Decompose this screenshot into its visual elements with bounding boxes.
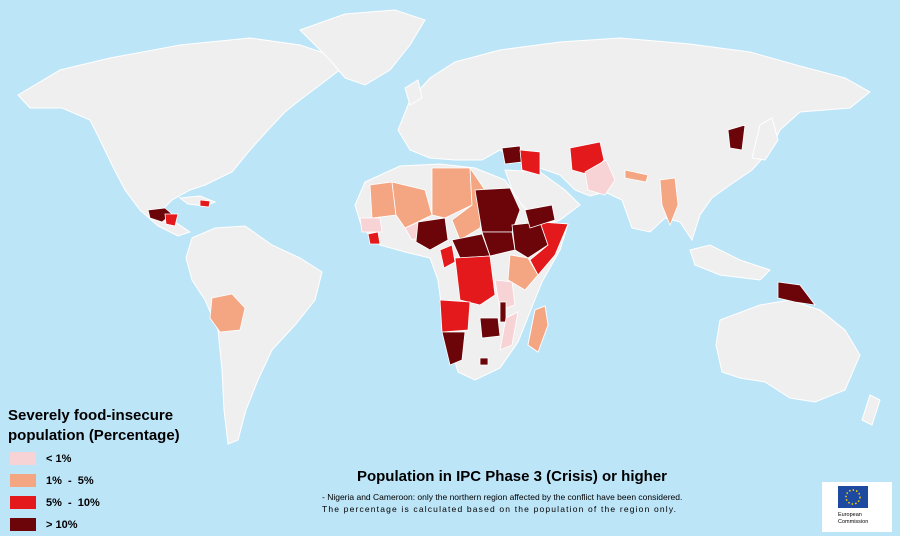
note: The percentage is calculated based on th… — [322, 504, 676, 514]
cameroon-north — [439, 244, 456, 269]
logo-text: Commission — [838, 519, 868, 525]
land — [17, 9, 881, 445]
drc — [454, 255, 496, 306]
map-title: Population in IPC Phase 3 (Crisis) or hi… — [357, 468, 667, 485]
legend-swatch — [10, 518, 36, 531]
bolivia — [209, 293, 246, 333]
logo-flag — [838, 486, 868, 508]
uk — [404, 79, 423, 106]
mali — [391, 181, 433, 229]
japan — [751, 117, 779, 161]
legend-label: 1% - 5% — [46, 475, 94, 487]
mozambique — [499, 311, 519, 351]
papua-new-guinea — [777, 281, 816, 306]
legend-swatch — [10, 452, 36, 465]
lesotho — [479, 357, 489, 366]
zimbabwe — [479, 317, 501, 339]
madagascar-fill — [527, 305, 549, 353]
namibia — [441, 331, 466, 366]
southeast-asia — [689, 244, 771, 281]
legend-label: > 10% — [46, 519, 78, 531]
new-zealand — [861, 394, 881, 426]
south-america — [185, 225, 323, 445]
legend-swatch — [10, 496, 36, 509]
senegal-region — [359, 217, 383, 233]
iraq — [519, 149, 541, 176]
nepal — [624, 169, 649, 183]
legend-items: < 1% 1% - 5% 5% - 10% > 10% — [10, 452, 100, 531]
mauritania — [369, 181, 397, 219]
legend-label: < 1% — [46, 453, 72, 465]
yemen — [524, 204, 556, 229]
legend-title: Severely food-insecure — [8, 407, 173, 424]
greenland — [299, 9, 426, 86]
pakistan — [584, 159, 616, 196]
nigeria-north — [415, 217, 449, 251]
haiti — [199, 199, 211, 208]
malawi — [499, 301, 507, 323]
niger — [431, 167, 473, 219]
logo-stars — [845, 489, 861, 505]
logo-text: European — [838, 512, 862, 518]
logo: European Commission — [822, 482, 892, 532]
north-america — [17, 37, 352, 237]
north-korea — [727, 124, 746, 151]
sierra-leone — [367, 231, 381, 245]
legend-swatch — [10, 474, 36, 487]
myanmar — [659, 177, 679, 227]
legend-title: population (Percentage) — [8, 427, 180, 444]
affected-countries — [147, 124, 816, 366]
angola — [439, 299, 471, 333]
syria — [501, 145, 523, 165]
kenya — [507, 254, 539, 291]
note: - Nigeria and Cameroon: only the norther… — [322, 492, 682, 502]
sudan — [474, 187, 521, 233]
nicaragua — [164, 213, 179, 227]
legend-label: 5% - 10% — [46, 497, 100, 509]
legend: Severely food-insecure population (Perce… — [8, 407, 180, 531]
